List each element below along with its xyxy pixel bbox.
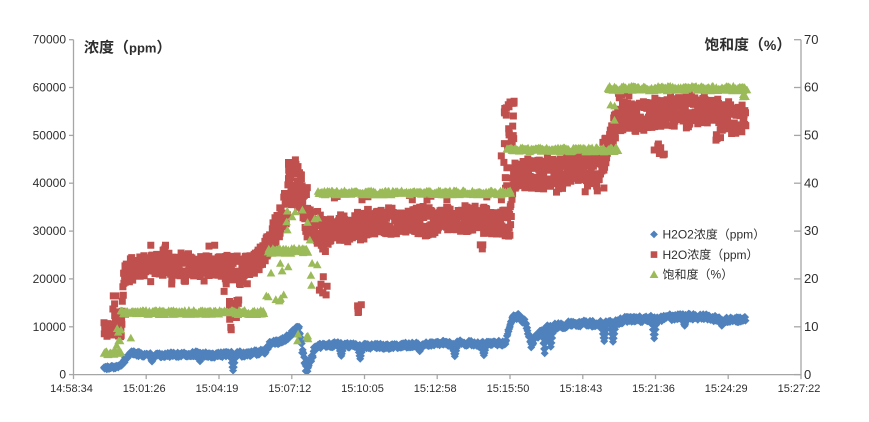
- svg-text:14:58:34: 14:58:34: [50, 383, 93, 395]
- svg-text:ppm: ppm: [723, 248, 746, 262]
- svg-text:10: 10: [804, 319, 818, 334]
- svg-text:70: 70: [804, 32, 818, 47]
- svg-text:20: 20: [804, 271, 818, 286]
- svg-text:30000: 30000: [33, 224, 67, 238]
- svg-text:0: 0: [804, 367, 811, 382]
- svg-text:%: %: [711, 268, 722, 282]
- svg-text:ppm: ppm: [129, 41, 156, 56]
- svg-text:0: 0: [59, 368, 66, 382]
- svg-text:40000: 40000: [33, 176, 67, 190]
- svg-text:50: 50: [804, 128, 818, 143]
- svg-text:70000: 70000: [33, 33, 67, 47]
- svg-text:H2O2: H2O2: [663, 228, 695, 242]
- svg-text:%: %: [764, 37, 777, 53]
- svg-text:H2O: H2O: [663, 248, 688, 262]
- svg-text:30: 30: [804, 223, 818, 238]
- svg-text:15:27:22: 15:27:22: [778, 383, 821, 395]
- svg-text:15:18:43: 15:18:43: [559, 383, 602, 395]
- svg-text:15:24:29: 15:24:29: [705, 383, 748, 395]
- svg-text:15:15:50: 15:15:50: [487, 383, 530, 395]
- svg-text:15:21:36: 15:21:36: [632, 383, 675, 395]
- svg-text:ppm: ppm: [730, 228, 753, 242]
- svg-text:20000: 20000: [33, 272, 67, 286]
- svg-text:50000: 50000: [33, 128, 67, 142]
- svg-text:15:04:19: 15:04:19: [196, 383, 239, 395]
- svg-text:10000: 10000: [33, 320, 67, 334]
- svg-text:15:07:12: 15:07:12: [268, 383, 311, 395]
- svg-text:40: 40: [804, 175, 818, 190]
- svg-text:60: 60: [804, 80, 818, 95]
- svg-text:60000: 60000: [33, 81, 67, 95]
- svg-text:15:12:58: 15:12:58: [414, 383, 457, 395]
- svg-text:15:01:26: 15:01:26: [123, 383, 166, 395]
- svg-text:15:10:05: 15:10:05: [341, 383, 384, 395]
